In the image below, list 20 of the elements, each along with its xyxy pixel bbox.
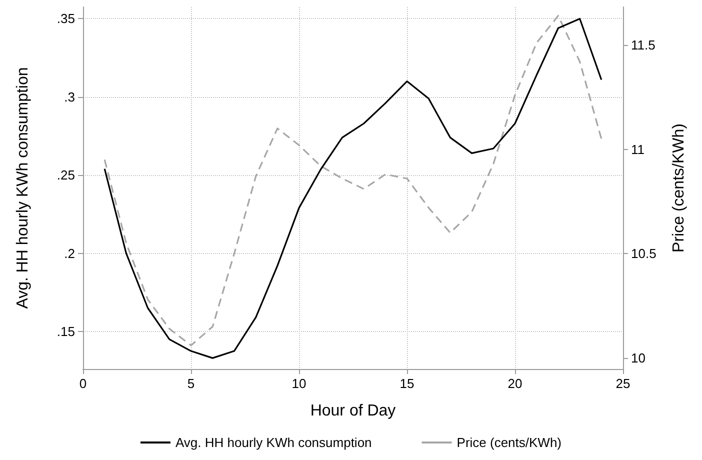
y2-axis-title: Price (cents/KWh) <box>670 124 688 252</box>
y-tick-label: .2 <box>64 246 75 261</box>
y-tick-label: .15 <box>56 324 75 339</box>
y2-tick-label: 10 <box>631 350 646 366</box>
y-tick-label: .3 <box>64 89 75 104</box>
x-tick-label: 15 <box>400 376 414 391</box>
y2-tick-label: 11.5 <box>631 37 656 52</box>
y-tick-label: .25 <box>56 168 75 183</box>
x-tick-label: 0 <box>79 376 87 391</box>
y2-tick-label: 11 <box>631 142 644 157</box>
x-axis-title: Hour of Day <box>310 402 396 420</box>
x-tick-label: 25 <box>616 376 630 391</box>
y-axis-title: Avg. HH hourly KWh consumption <box>14 67 32 309</box>
legend-label: Avg. HH hourly KWh consumption <box>175 435 372 450</box>
y-tick-label: .35 <box>56 11 75 26</box>
x-tick-label: 5 <box>187 376 195 391</box>
y2-tick-label: 10.5 <box>631 246 656 262</box>
legend-label: Price (cents/KWh) <box>456 435 562 450</box>
x-tick-label: 10 <box>292 376 306 391</box>
x-tick-label: 20 <box>508 376 522 391</box>
